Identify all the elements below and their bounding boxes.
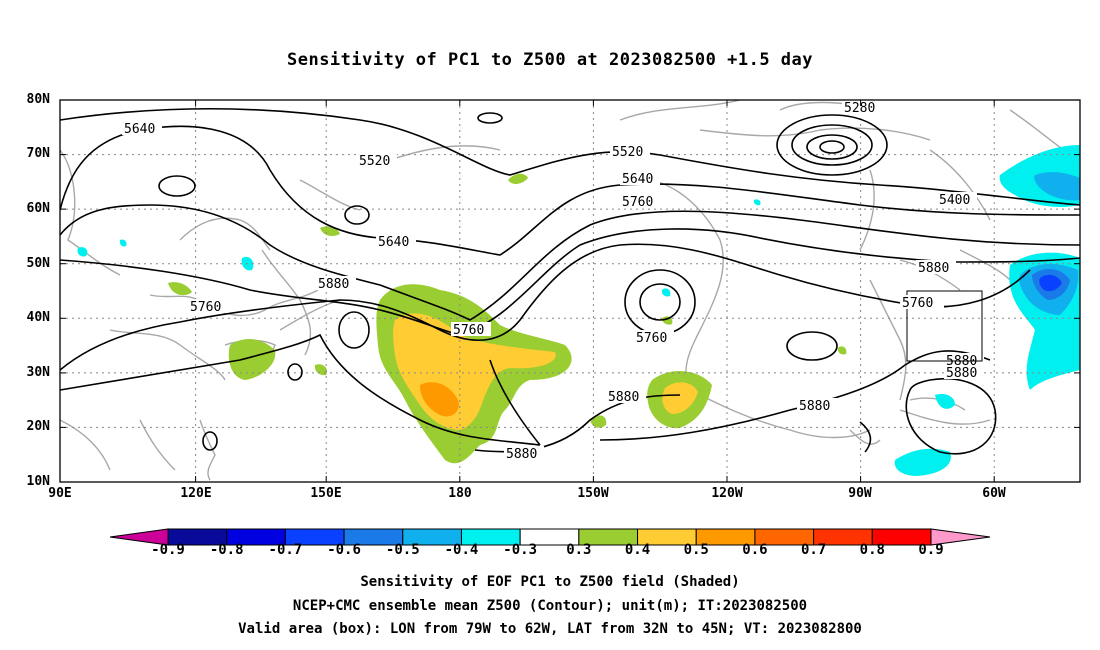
lon-label-90w: 90W <box>848 486 872 501</box>
colorbar-tick-label: -0.6 <box>327 542 361 558</box>
contour-labels: 5640 5520 5520 5280 5400 5640 5760 5640 … <box>122 100 984 462</box>
map-panel: 5640 5520 5520 5280 5400 5640 5760 5640 … <box>59 99 1081 483</box>
lon-label-150e: 150E <box>310 486 342 501</box>
map-title: Sensitivity of PC1 to Z500 at 2023082500… <box>286 50 813 70</box>
lat-label-60n: 60N <box>26 201 50 216</box>
contour-label: 5880 <box>506 447 537 462</box>
colorbar-tick-label: 0.3 <box>566 542 592 558</box>
contour-label: 5280 <box>844 101 875 116</box>
z500-contours <box>60 107 1080 455</box>
contour-label: 5760 <box>622 195 653 210</box>
contour-label: 5520 <box>612 145 643 160</box>
contour-label: 5400 <box>939 193 970 208</box>
lon-label-90e: 90E <box>48 486 72 501</box>
lat-label-50n: 50N <box>26 256 50 271</box>
lon-label-150w: 150W <box>577 486 609 501</box>
caption-contour: NCEP+CMC ensemble mean Z500 (Contour); u… <box>292 598 808 614</box>
contour-label: 5760 <box>190 300 221 315</box>
lon-label-120e: 120E <box>180 486 212 501</box>
lon-label-120w: 120W <box>711 486 743 501</box>
colorbar-tick-label: -0.5 <box>385 542 420 558</box>
colorbar-tick-label: 0.8 <box>859 542 885 558</box>
lat-label-30n: 30N <box>26 365 50 380</box>
colorbar-tick-label: -0.4 <box>444 542 479 558</box>
lon-label-180: 180 <box>448 486 472 501</box>
lat-label-70n: 70N <box>26 146 50 161</box>
lat-label-40n: 40N <box>26 310 50 325</box>
colorbar-tick-label: -0.9 <box>151 542 185 558</box>
lat-label-80n: 80N <box>26 92 50 107</box>
shaded-positive-sensitivity <box>168 173 847 464</box>
contour-label: 5520 <box>359 154 390 169</box>
contour-label: 5640 <box>622 172 653 187</box>
lon-label-60w: 60W <box>982 486 1006 501</box>
contour-label: 5640 <box>378 235 409 250</box>
colorbar-tick-label: 0.7 <box>800 542 827 558</box>
axis-ticks <box>60 100 1080 482</box>
colorbar-tick-label: -0.8 <box>209 542 244 558</box>
lat-label-10n: 10N <box>26 474 50 489</box>
colorbar-tick-label: 0.5 <box>683 542 709 558</box>
contour-label: 5880 <box>799 399 830 414</box>
contour-label: 5760 <box>453 323 484 338</box>
contour-label: 5880 <box>918 261 949 276</box>
map-frame <box>59 99 1081 483</box>
colorbar-tick-label: -0.3 <box>503 542 537 558</box>
contour-label: 5880 <box>318 277 349 292</box>
contour-label: 5640 <box>124 122 155 137</box>
lat-label-20n: 20N <box>26 419 50 434</box>
caption-shaded: Sensitivity of EOF PC1 to Z500 field (Sh… <box>360 574 740 590</box>
shaded-negative-sensitivity <box>77 145 1080 476</box>
valid-area-box <box>906 290 983 362</box>
contour-label: 5880 <box>608 390 639 405</box>
colorbar-tick-label: 0.6 <box>742 542 768 558</box>
contour-label: 5760 <box>636 331 667 346</box>
colorbar-tick-label: 0.4 <box>624 542 651 558</box>
contour-label: 5880 <box>946 366 977 381</box>
caption-valid-area: Valid area (box): LON from 79W to 62W, L… <box>238 621 862 637</box>
colorbar-tick-label: -0.7 <box>268 542 303 558</box>
colorbar-tick-label: 0.9 <box>918 542 944 558</box>
contour-label: 5760 <box>902 296 933 311</box>
